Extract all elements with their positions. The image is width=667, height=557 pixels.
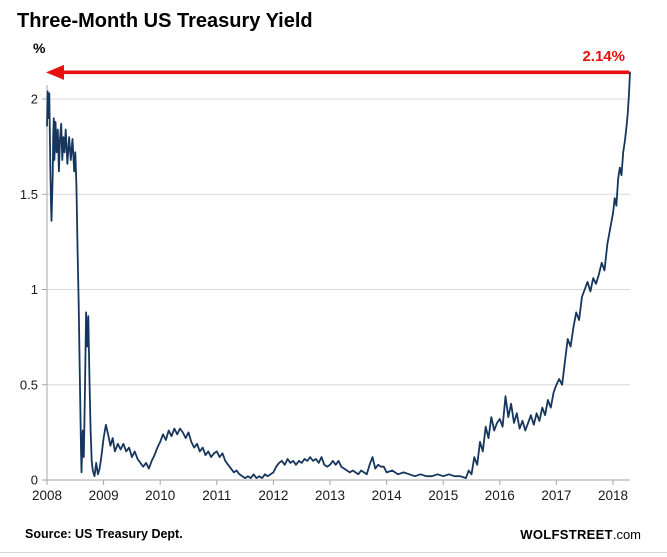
- x-tick-label: 2016: [485, 488, 515, 503]
- x-tick-label: 2009: [89, 488, 119, 503]
- x-tick-label: 2012: [258, 488, 288, 503]
- y-tick-label: 1.5: [20, 187, 38, 202]
- x-tick-label: 2017: [541, 488, 571, 503]
- x-tick-label: 2011: [202, 488, 231, 503]
- brand-suffix: .com: [612, 527, 641, 542]
- annotation-value-label: 2.14%: [582, 48, 625, 65]
- footer-divider: [0, 552, 667, 553]
- brand-label: WOLFSTREET.com: [520, 527, 641, 542]
- y-tick-label: 2: [31, 92, 38, 107]
- chart-title: Three-Month US Treasury Yield: [17, 10, 313, 32]
- x-tick-label: 2015: [428, 488, 458, 503]
- x-tick-label: 2013: [315, 488, 345, 503]
- source-label: Source: US Treasury Dept.: [25, 527, 183, 541]
- y-tick-label: 0.5: [20, 377, 38, 392]
- y-tick-label: 0: [31, 473, 38, 488]
- brand-name: WOLFSTREET: [520, 527, 613, 542]
- y-tick-label: 1: [31, 282, 38, 297]
- y-axis-unit-label: %: [33, 40, 46, 56]
- x-tick-label: 2008: [32, 488, 62, 503]
- x-tick-label: 2010: [145, 488, 175, 503]
- x-tick-label: 2018: [598, 488, 628, 503]
- annotation-arrow-head: [46, 64, 64, 80]
- yield-line: [46, 71, 631, 480]
- x-tick-label: 2014: [372, 488, 403, 503]
